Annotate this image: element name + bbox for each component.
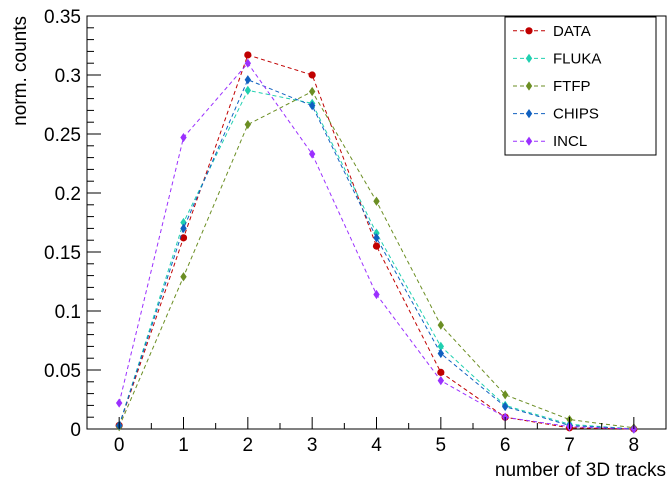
x-tick-label: 5: [436, 435, 447, 456]
data-point-incl: [180, 132, 187, 143]
legend-marker-data: [525, 27, 533, 35]
data-point-ftfp: [180, 272, 187, 282]
legend-label-fluka: FLUKA: [553, 50, 601, 67]
x-tick-label: 7: [564, 435, 575, 456]
legend-marker-fluka: [525, 53, 533, 63]
data-point-incl: [373, 289, 380, 300]
legend-marker-chips: [525, 109, 533, 119]
x-tick-label: 0: [114, 435, 125, 456]
series-line-data: [118, 54, 634, 430]
x-tick-label: 1: [178, 435, 189, 456]
data-point-incl: [437, 376, 445, 386]
y-tick-label: 0.2: [55, 184, 81, 205]
legend: DATA FLUKA FTFP CHIPS INCL: [504, 16, 657, 156]
data-point-chips: [180, 223, 187, 233]
data-point-chips: [501, 401, 509, 412]
legend-label-chips: CHIPS: [553, 106, 599, 123]
data-point-data: [244, 51, 252, 59]
legend-label-ftfp: FTFP: [553, 78, 591, 95]
data-point-incl: [308, 149, 316, 159]
data-point-fluka: [244, 85, 252, 95]
y-tick-label: 0: [70, 420, 81, 441]
data-point-incl: [115, 398, 123, 408]
x-tick-label: 2: [243, 435, 254, 456]
data-point-data: [372, 242, 381, 250]
y-tick-label: 0.25: [44, 125, 81, 146]
data-point-ftfp: [501, 390, 509, 400]
x-axis-title: number of 3D tracks: [495, 460, 666, 481]
data-point-fluka: [180, 217, 187, 228]
data-point-chips: [373, 233, 380, 243]
data-point-fluka: [437, 341, 445, 351]
y-tick-label: 0.35: [44, 7, 81, 28]
y-tick-label: 0.05: [44, 361, 81, 382]
x-tick-label: 4: [371, 435, 382, 456]
series-incl: [115, 58, 638, 434]
x-tick-label: 3: [307, 435, 318, 456]
data-point-incl: [244, 58, 252, 68]
series-line-chips: [118, 79, 634, 430]
data-point-ftfp: [373, 196, 380, 206]
data-point-chips: [437, 348, 445, 359]
y-tick-label: 0.1: [55, 302, 81, 323]
data-point-chips: [308, 101, 316, 111]
data-point-data: [308, 71, 316, 79]
y-tick-label: 0.15: [44, 243, 81, 264]
x-tick-label: 6: [500, 435, 511, 456]
data-point-data: [437, 368, 445, 376]
y-axis-title: norm. counts: [10, 16, 31, 126]
data-point-chips: [244, 75, 252, 85]
legend-label-data: DATA: [553, 23, 591, 40]
x-tick-label: 8: [629, 435, 640, 456]
legend-marker-ftfp: [525, 81, 533, 91]
data-point-data: [179, 234, 188, 242]
y-tick-label: 0.3: [55, 66, 81, 87]
data-point-ftfp: [308, 86, 316, 97]
data-point-ftfp: [244, 119, 252, 130]
legend-label-incl: INCL: [553, 133, 587, 150]
legend-marker-incl: [525, 136, 533, 146]
data-point-ftfp: [437, 320, 445, 330]
